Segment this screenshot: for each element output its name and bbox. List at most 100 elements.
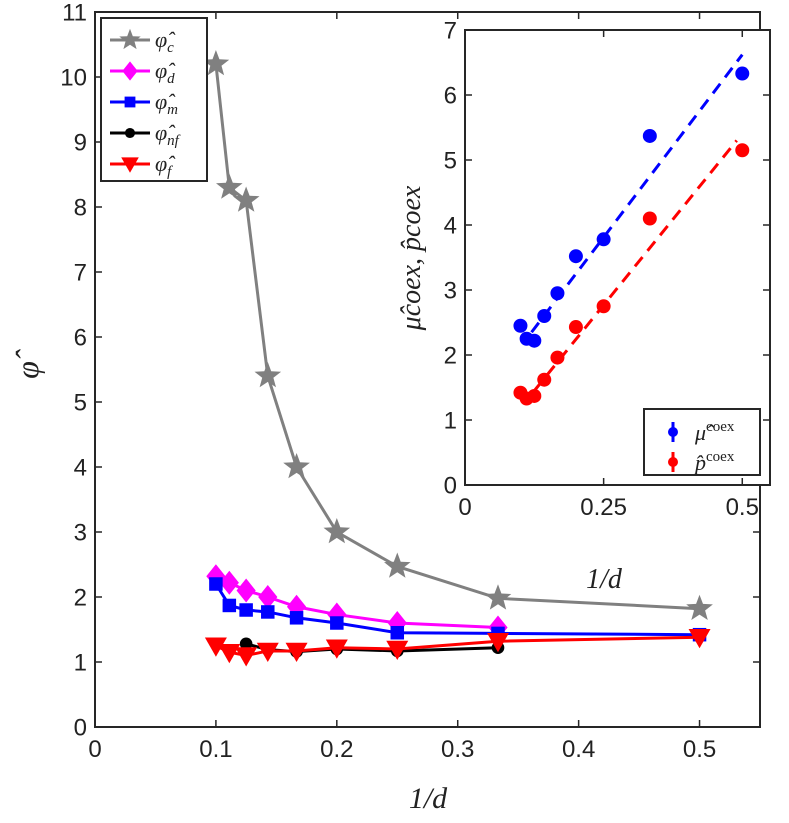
data-point-c bbox=[254, 362, 282, 388]
data-point-f bbox=[256, 642, 279, 662]
main-xtick-label: 0.4 bbox=[562, 736, 595, 763]
data-point-d bbox=[286, 594, 307, 619]
inset-data-point bbox=[735, 66, 750, 81]
inset-xlabel: 1/d bbox=[586, 564, 623, 595]
main-ytick-label: 2 bbox=[74, 585, 87, 612]
data-point-d bbox=[236, 578, 256, 603]
data-point-d bbox=[219, 570, 239, 595]
data-point-f bbox=[325, 639, 348, 659]
data-point-m bbox=[222, 598, 237, 613]
data-point-c bbox=[283, 453, 310, 479]
inset-xtick-label: 0 bbox=[458, 494, 471, 521]
inset-data-point bbox=[550, 350, 565, 365]
inset-fit-line bbox=[533, 139, 738, 392]
data-point-c bbox=[216, 173, 243, 199]
legend-label-subscript: m bbox=[167, 102, 178, 118]
main-ytick-label: 10 bbox=[60, 65, 87, 92]
main-ytick-label: 0 bbox=[74, 715, 87, 742]
inset-legend-label-superscript: coex bbox=[706, 419, 735, 435]
data-point-f bbox=[386, 640, 409, 660]
data-point-f bbox=[285, 642, 308, 662]
inset-legend-label-base: p̂ bbox=[693, 450, 706, 475]
inset-ytick-label: 6 bbox=[444, 83, 457, 110]
main-xtick-label: 0.5 bbox=[683, 736, 716, 763]
inset-ytick-label: 4 bbox=[444, 213, 457, 240]
data-point-m bbox=[289, 611, 304, 625]
legend-marker-f bbox=[121, 157, 139, 173]
data-point-f bbox=[235, 647, 258, 667]
inset-legend-label-superscript: coex bbox=[706, 449, 735, 465]
inset-legend-marker bbox=[668, 457, 678, 467]
data-point-d bbox=[387, 611, 407, 635]
main-ytick-label: 4 bbox=[74, 455, 87, 482]
inset-data-point bbox=[568, 320, 583, 335]
data-point-m bbox=[239, 603, 253, 617]
inset-data-point bbox=[550, 286, 565, 301]
series-c bbox=[202, 50, 713, 620]
data-point-f bbox=[688, 629, 711, 649]
main-ytick-label: 1 bbox=[74, 650, 87, 677]
inset-data-point bbox=[596, 232, 611, 247]
inset-ytick-label: 1 bbox=[444, 408, 457, 435]
legend-marker-d bbox=[122, 61, 138, 81]
data-point-m bbox=[261, 605, 275, 619]
data-point-f bbox=[204, 637, 227, 657]
inset-xtick-label: 0.25 bbox=[580, 494, 627, 521]
main-xtick-label: 0.2 bbox=[320, 736, 353, 763]
data-point-c bbox=[323, 518, 351, 544]
inset-data-point bbox=[527, 388, 542, 403]
legend-label-subscript: c bbox=[167, 40, 174, 56]
inset-data-point bbox=[513, 318, 528, 333]
inset-ytick-label: 2 bbox=[444, 343, 457, 370]
main-ytick-label: 7 bbox=[74, 260, 87, 287]
inset-legend-marker bbox=[668, 427, 678, 437]
inset-data-point bbox=[568, 249, 583, 264]
inset-data-point bbox=[735, 143, 750, 158]
main-xtick-label: 0.1 bbox=[199, 736, 232, 763]
legend-label-subscript: d bbox=[167, 71, 175, 87]
data-point-d bbox=[258, 585, 278, 609]
legend-marker-nf bbox=[124, 127, 136, 139]
data-point-m bbox=[390, 626, 405, 640]
inset-fit-line bbox=[530, 53, 744, 334]
main-ytick-label: 9 bbox=[74, 130, 87, 157]
main-xtick-label: 0.3 bbox=[441, 736, 474, 763]
main-ytick-label: 8 bbox=[74, 195, 87, 222]
inset-data-point bbox=[537, 309, 552, 323]
inset-ylabel: μ̂coex, p̂coex bbox=[396, 185, 427, 331]
legend-label-subscript: nf bbox=[167, 133, 181, 149]
legend-label-subscript: f bbox=[167, 164, 173, 180]
main-ytick-label: 5 bbox=[74, 390, 87, 417]
data-point-f bbox=[486, 632, 509, 653]
data-point-c bbox=[384, 552, 411, 578]
main-ytick-label: 6 bbox=[74, 325, 87, 352]
data-point-m bbox=[209, 577, 223, 591]
data-point-c bbox=[686, 594, 713, 620]
main-ytick-label: 11 bbox=[62, 0, 87, 27]
legend-box bbox=[100, 17, 208, 182]
inset-legend-label: p̂coex bbox=[693, 449, 735, 475]
series-f bbox=[204, 629, 711, 667]
main-xtick-label: 0 bbox=[88, 736, 101, 763]
legend-marker-m bbox=[124, 96, 136, 108]
inset-ytick-label: 0 bbox=[444, 473, 457, 500]
data-point-c bbox=[202, 50, 230, 76]
inset-xtick-label: 0.5 bbox=[726, 494, 759, 521]
data-point-c bbox=[232, 186, 260, 212]
inset-data-point bbox=[537, 372, 552, 387]
data-point-m bbox=[330, 616, 344, 630]
inset-legend-box bbox=[643, 408, 761, 476]
main-xlabel: 1/d bbox=[409, 782, 448, 815]
inset-ytick-label: 3 bbox=[444, 278, 457, 305]
inset-series-1 bbox=[513, 139, 750, 406]
main-ylabel: φ̂ bbox=[9, 349, 45, 379]
data-point-c bbox=[484, 584, 512, 610]
series-m bbox=[209, 577, 707, 642]
data-point-nf bbox=[239, 637, 253, 651]
legend-marker-c bbox=[119, 28, 141, 50]
main-ytick-label: 3 bbox=[74, 520, 87, 547]
inset-data-point bbox=[596, 299, 611, 314]
